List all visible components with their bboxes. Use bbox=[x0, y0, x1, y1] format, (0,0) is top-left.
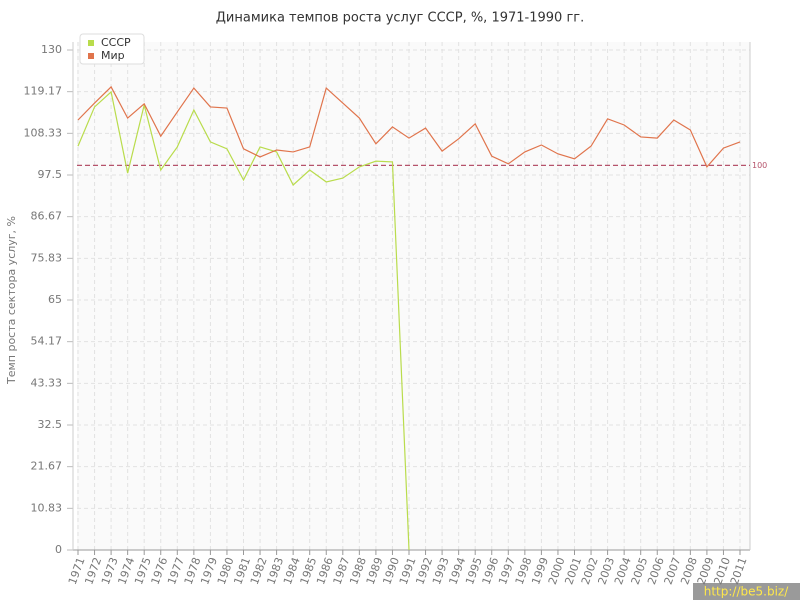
reference-label: 100 bbox=[752, 161, 767, 170]
y-tick-label: 21.67 bbox=[31, 460, 63, 473]
y-tick-label: 75.83 bbox=[31, 251, 63, 264]
series-line bbox=[77, 85, 741, 169]
y-tick-label: 10.83 bbox=[31, 501, 63, 514]
y-tick-label: 32.5 bbox=[38, 418, 63, 431]
grid bbox=[67, 42, 751, 555]
y-tick-label: 54.17 bbox=[31, 335, 63, 348]
y-tick-label: 43.33 bbox=[31, 376, 63, 389]
legend-label: Мир bbox=[101, 49, 125, 62]
legend-swatch bbox=[88, 40, 94, 46]
marks bbox=[77, 85, 750, 551]
y-tick-label: 119.17 bbox=[24, 85, 63, 98]
watermark-bg bbox=[693, 583, 800, 600]
legend-swatch bbox=[88, 53, 94, 59]
y-tick-label: 0 bbox=[55, 543, 62, 556]
y-tick-label: 108.33 bbox=[24, 126, 63, 139]
legend-label: СССР bbox=[101, 36, 131, 49]
legend-box bbox=[79, 33, 145, 65]
y-tick-label: 97.5 bbox=[38, 168, 63, 181]
y-tick-label: 65 bbox=[48, 293, 62, 306]
y-tick-label: 86.67 bbox=[31, 210, 63, 223]
watermark: http://be5.biz/ bbox=[704, 585, 789, 599]
y-tick-label: 130 bbox=[41, 43, 62, 56]
plot-area bbox=[77, 42, 750, 550]
chart-title: Динамика темпов роста услуг СССР, %, 197… bbox=[216, 11, 584, 26]
series-line bbox=[77, 90, 410, 551]
y-axis-label: Темп роста сектора услуг, % bbox=[5, 216, 18, 385]
